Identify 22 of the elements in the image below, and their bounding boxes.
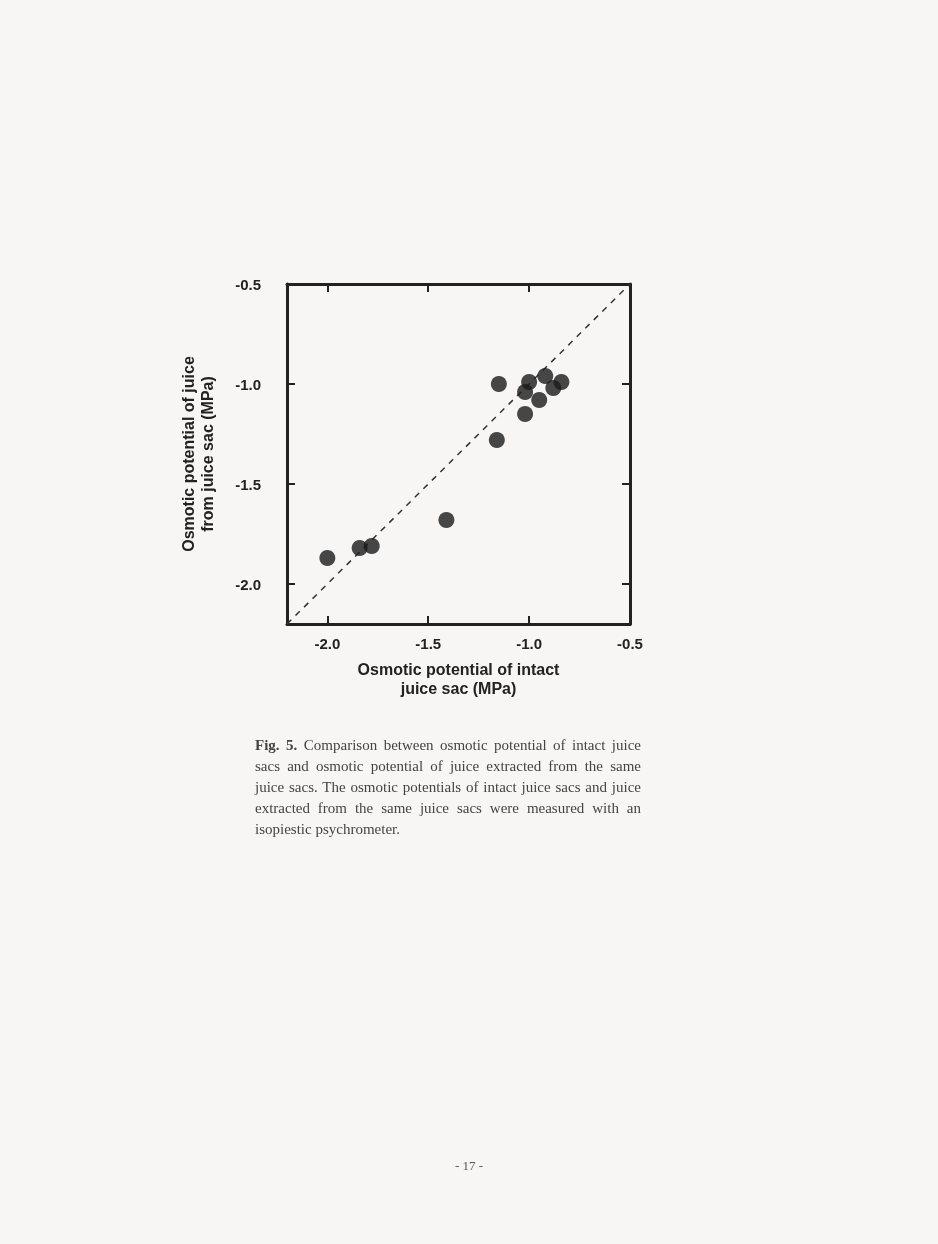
y-tick-label: -2.0 bbox=[235, 575, 261, 593]
y-tick-label: -1.0 bbox=[235, 375, 261, 393]
y-axis-title: Osmotic potential of juice from juice sac (MPa) bbox=[180, 356, 216, 552]
x-axis-title: Osmotic potential of intact juice sac (MPa) bbox=[357, 661, 561, 697]
point bbox=[438, 512, 455, 528]
x-tick-label: -1.5 bbox=[415, 635, 442, 652]
y-tick-label: -0.5 bbox=[235, 275, 261, 293]
point bbox=[531, 392, 548, 408]
caption: Fig. 5. Comparison between osmotic potential of intact juice sacs and osmotic potential of juice extracted from the same juice sacs. The osmotic potentials of intact juice sacs and juice extracted from the same juice sacs were measured with an isopiestic psychrometer. bbox=[255, 736, 641, 839]
text: - 17 - bbox=[453, 1158, 485, 1174]
point bbox=[490, 376, 507, 392]
point bbox=[488, 432, 505, 448]
point bbox=[521, 374, 538, 390]
point bbox=[319, 550, 336, 566]
x-tick-label: -0.5 bbox=[617, 635, 643, 652]
x-tick-label: -1.0 bbox=[516, 635, 543, 652]
point bbox=[363, 538, 380, 554]
y-tick-label: -1.5 bbox=[235, 475, 261, 493]
point bbox=[553, 374, 570, 390]
x-tick-label: -2.0 bbox=[314, 635, 341, 652]
point bbox=[537, 368, 554, 384]
point bbox=[517, 406, 534, 422]
